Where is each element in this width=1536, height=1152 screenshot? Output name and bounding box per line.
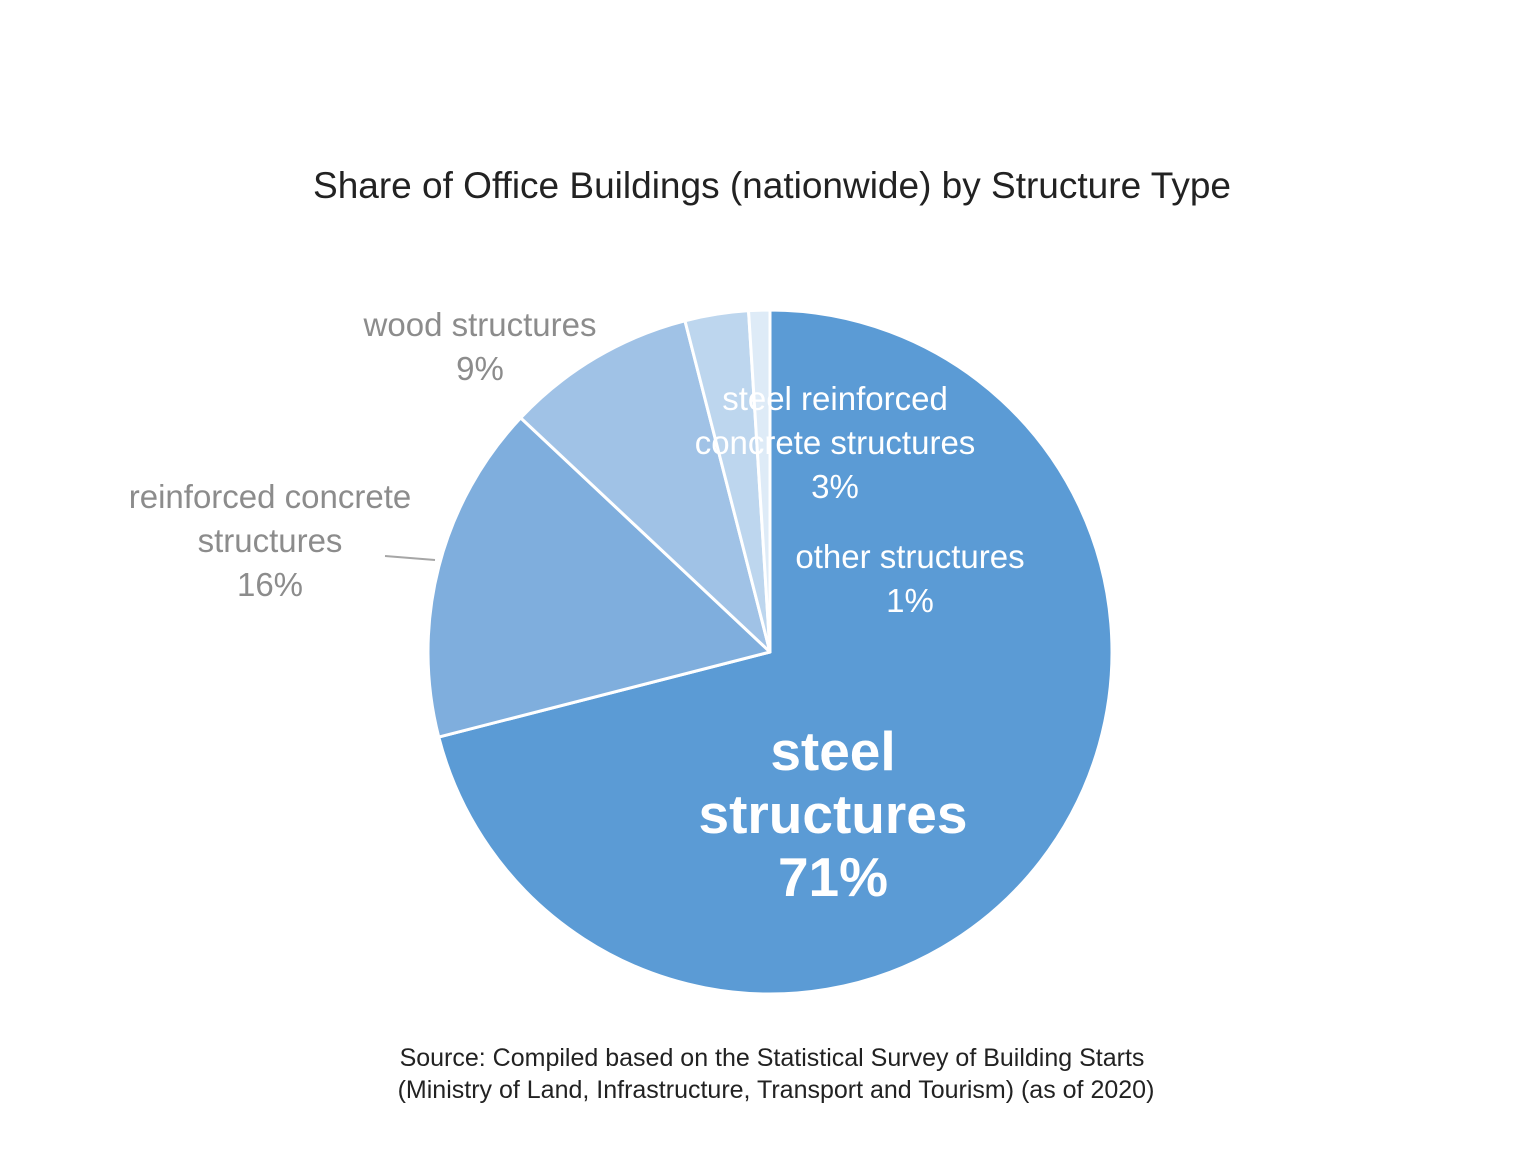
source-line-1: Source: Compiled based on the Statistica… — [400, 1044, 1145, 1072]
pie-slice-1 — [426, 416, 772, 739]
leader-lines — [384, 555, 436, 561]
chart-title: Share of Office Buildings (nationwide) b… — [313, 165, 1231, 206]
slice-name-label: steel reinforced — [722, 380, 948, 417]
pie-slices — [426, 308, 1114, 996]
leader-line-reinforced-concrete — [384, 555, 436, 561]
slice-label-4: other structures 1% — [795, 538, 1024, 619]
source-line-2: (Ministry of Land, Infrastructure, Trans… — [398, 1076, 1155, 1104]
slice-value-label: 71% — [778, 846, 888, 908]
slice-name-label: steel — [770, 720, 895, 782]
slice-value-label: 1% — [886, 582, 934, 619]
slice-label-3: steel reinforced concrete structures 3% — [695, 380, 976, 505]
pie-slice-2 — [519, 319, 772, 654]
slice-name-label: structures — [198, 522, 343, 559]
slice-label-2: wood structures 9% — [363, 306, 597, 387]
slice-label-0: steel structures 71% — [699, 720, 968, 908]
slice-label-1: reinforced concrete structures 16% — [129, 478, 411, 603]
pie-slice-0 — [437, 308, 1114, 996]
pie-slice-4 — [747, 308, 772, 654]
slice-name-label: concrete structures — [695, 424, 976, 461]
slice-value-label: 9% — [456, 350, 504, 387]
slice-name-label: other structures — [795, 538, 1024, 575]
slice-value-label: 3% — [811, 468, 859, 505]
slice-value-label: 16% — [237, 566, 303, 603]
slice-labels: steel structures 71%reinforced concrete str… — [129, 306, 1025, 908]
slice-name-label: wood structures — [363, 306, 597, 343]
slice-name-label: reinforced concrete — [129, 478, 411, 515]
slice-name-label: structures — [699, 783, 968, 845]
